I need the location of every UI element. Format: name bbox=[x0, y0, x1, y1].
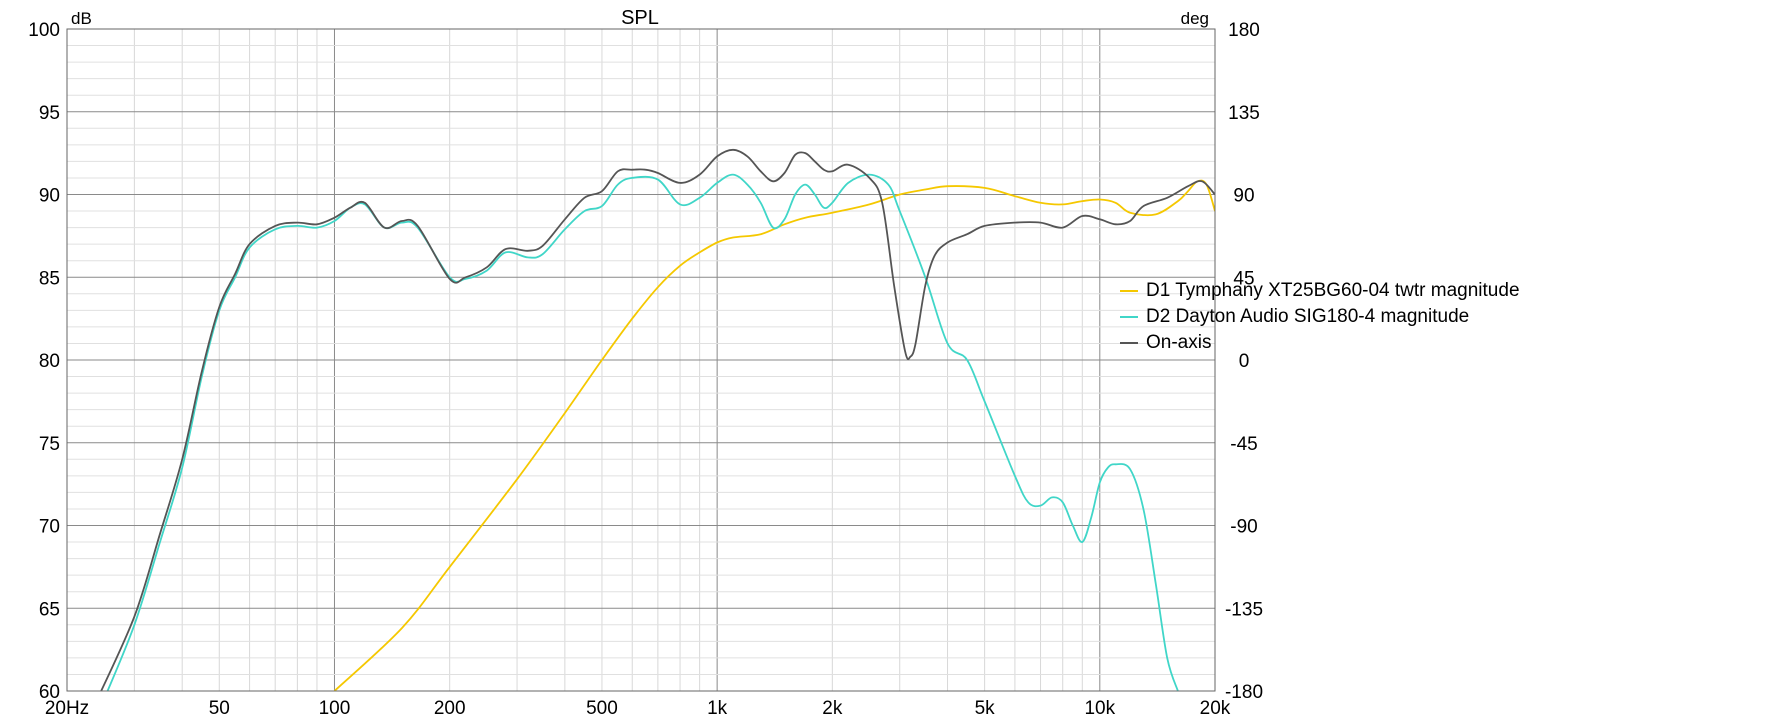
y-tick-label: 85 bbox=[39, 268, 60, 289]
plot-frame bbox=[66, 28, 1216, 692]
x-tick-label: 10k bbox=[1084, 698, 1115, 719]
y-tick-label: 65 bbox=[39, 599, 60, 620]
y-tick-label: 60 bbox=[39, 682, 60, 703]
x-tick-label: 200 bbox=[434, 698, 466, 719]
x-tick-label: 50 bbox=[209, 698, 230, 719]
legend-item: On-axis bbox=[1120, 330, 1520, 356]
x-tick-label: 1k bbox=[707, 698, 728, 719]
legend-label: On-axis bbox=[1146, 332, 1212, 353]
legend-item: D1 Tymphany XT25BG60-04 twtr magnitude bbox=[1120, 278, 1520, 304]
y2-tick-label: -45 bbox=[1230, 434, 1257, 455]
x-tick-label: 100 bbox=[319, 698, 351, 719]
legend-swatch bbox=[1120, 342, 1138, 344]
x-tick-label: 5k bbox=[975, 698, 996, 719]
y-tick-label: 95 bbox=[39, 103, 60, 124]
series-line-1 bbox=[333, 179, 1215, 691]
y2-tick-label: 135 bbox=[1228, 103, 1260, 124]
legend-swatch bbox=[1120, 290, 1138, 292]
legend-item: D2 Dayton Audio SIG180-4 magnitude bbox=[1120, 304, 1520, 330]
y2-tick-label: 0 bbox=[1239, 351, 1250, 372]
series-lines bbox=[100, 148, 1215, 691]
y2-tick-label: -135 bbox=[1225, 599, 1263, 620]
series-line-2 bbox=[106, 173, 1179, 691]
y2-tick-label: -180 bbox=[1225, 682, 1263, 703]
x-tick-label: 20k bbox=[1200, 698, 1231, 719]
chart-title: SPL bbox=[621, 7, 659, 29]
x-tick-label: 2k bbox=[822, 698, 843, 719]
series-line-3 bbox=[100, 148, 1215, 691]
legend-label: D1 Tymphany XT25BG60-04 twtr magnitude bbox=[1146, 280, 1520, 301]
y-tick-label: 90 bbox=[39, 186, 60, 207]
y2-tick-label: -90 bbox=[1230, 517, 1257, 538]
y2-tick-label: 180 bbox=[1228, 20, 1260, 41]
y-tick-label: 70 bbox=[39, 517, 60, 538]
grid bbox=[67, 29, 1215, 691]
x-tick-label: 20Hz bbox=[45, 698, 89, 719]
legend-swatch bbox=[1120, 316, 1138, 318]
y2-tick-label: 90 bbox=[1233, 186, 1254, 207]
legend-label: D2 Dayton Audio SIG180-4 magnitude bbox=[1146, 306, 1470, 327]
tick-labels: 20Hz 50 100 200 500 1k 2k 5k 10k 20k 100 95 90 85 80 75… bbox=[28, 20, 1263, 719]
y-tick-label: 75 bbox=[39, 434, 60, 455]
y-tick-label: 100 bbox=[28, 20, 60, 41]
right-unit-label: deg bbox=[1181, 9, 1209, 28]
y-tick-label: 80 bbox=[39, 351, 60, 372]
x-tick-label: 500 bbox=[586, 698, 618, 719]
legend: D1 Tymphany XT25BG60-04 twtr magnitude D2… bbox=[1120, 278, 1520, 356]
y2-tick-label: 45 bbox=[1233, 268, 1254, 289]
left-unit-label: dB bbox=[71, 9, 92, 28]
